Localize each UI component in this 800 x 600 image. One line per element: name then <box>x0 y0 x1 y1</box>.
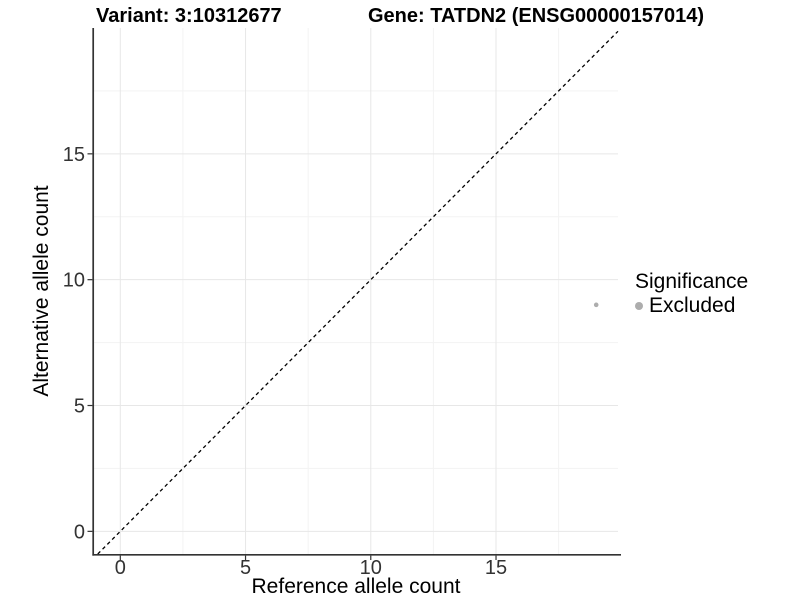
y-tick-label: 0 <box>74 521 85 543</box>
gene-title: Gene: TATDN2 (ENSG00000157014) <box>368 5 705 27</box>
legend-key-dot <box>635 302 643 310</box>
major-gridlines <box>94 28 618 554</box>
data-point <box>593 302 599 308</box>
y-tick-label: 15 <box>63 144 85 166</box>
legend-item-excluded: Excluded <box>635 294 748 318</box>
tick-labels: 0 5 10 15 0 5 10 15 <box>63 144 507 579</box>
axis-ticks <box>87 153 497 560</box>
legend-title: Significance <box>635 270 749 293</box>
variant-title: Variant: 3:10312677 <box>96 5 282 27</box>
x-tick-label: 15 <box>485 557 507 579</box>
legend-item-label: Excluded <box>649 294 736 317</box>
axis-lines <box>92 28 621 556</box>
y-tick-label: 10 <box>63 270 85 292</box>
y-tick-label: 5 <box>74 396 85 418</box>
data-points <box>593 302 599 308</box>
x-tick-label: 0 <box>115 557 126 579</box>
y-axis-title: Alternative allele count <box>30 185 53 397</box>
x-tick-label: 10 <box>360 557 382 579</box>
identity-line <box>97 30 619 555</box>
x-axis-title: Reference allele count <box>251 575 461 598</box>
legend: Significance Excluded <box>635 270 748 318</box>
minor-gridlines <box>94 28 618 554</box>
x-tick-label: 5 <box>240 557 251 579</box>
